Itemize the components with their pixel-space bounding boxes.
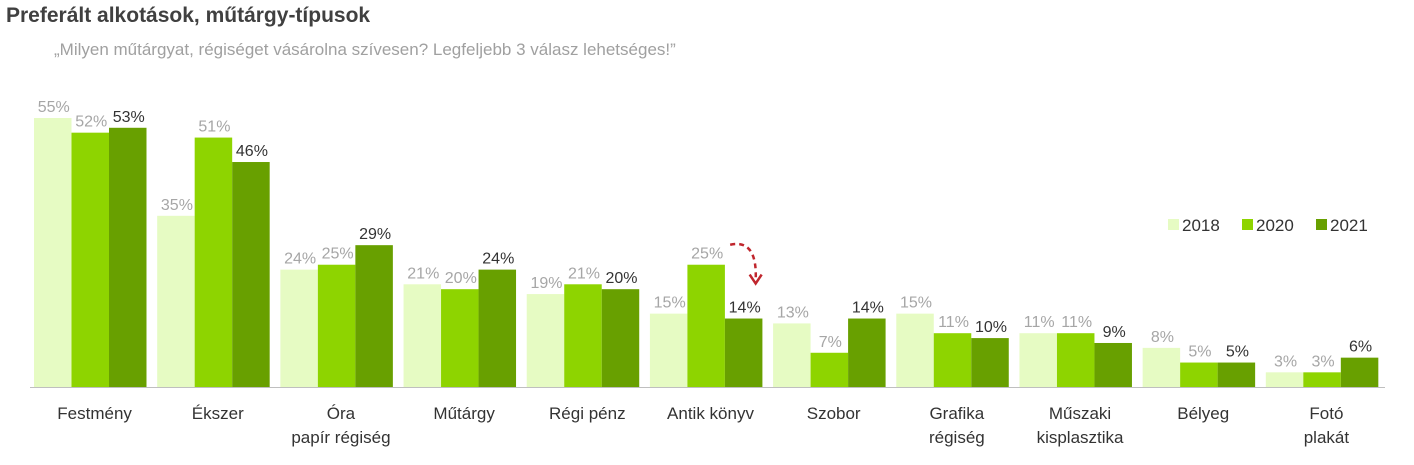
data-label-2018-7: 15%	[900, 295, 932, 312]
data-label-2021-6: 14%	[852, 300, 884, 317]
data-label-2021-10: 6%	[1349, 339, 1372, 356]
bar-2020-5	[687, 264, 725, 387]
bar-2020-3	[441, 289, 479, 387]
category-label-3: Műtárgy	[433, 404, 495, 423]
data-label-2021-8: 9%	[1103, 324, 1126, 341]
bar-2021-7	[971, 338, 1009, 387]
data-label-2018-9: 8%	[1151, 329, 1174, 346]
chart-subtitle: „Milyen műtárgyat, régiséget vásárolna s…	[54, 40, 676, 59]
category-label-9: Bélyeg	[1177, 404, 1229, 423]
data-label-2020-8: 11%	[1061, 314, 1092, 331]
bar-2020-4	[564, 284, 602, 387]
bar-2021-10	[1340, 357, 1379, 387]
bar-2020-6	[810, 352, 849, 387]
data-label-2021-7: 10%	[975, 319, 1007, 336]
data-label-2021-4: 20%	[605, 270, 637, 287]
data-label-2021-2: 29%	[359, 226, 391, 243]
bar-2021-2	[355, 245, 393, 387]
bar-2021-4	[601, 289, 640, 387]
chart-title: Preferált alkotások, műtárgy-típusok	[6, 4, 371, 27]
bar-2018-1	[157, 215, 195, 387]
category-label-4: Régi pénz	[549, 404, 626, 423]
category-label-10: Fotó plakát	[1304, 404, 1350, 447]
data-label-2021-1: 46%	[236, 143, 268, 160]
category-label-5: Antik könyv	[667, 404, 754, 423]
bar-2018-9	[1142, 347, 1181, 387]
data-label-2020-4: 21%	[568, 265, 600, 282]
category-label-2: Óra papír régiség	[291, 404, 390, 447]
category-label-8: Műszaki kisplasztika	[1037, 404, 1124, 447]
bar-2020-8	[1056, 333, 1095, 387]
trend-arrow-head	[748, 273, 763, 286]
bar-2020-2	[317, 264, 356, 387]
bar-2018-8	[1019, 333, 1057, 387]
bar-2018-6	[773, 323, 811, 387]
bar-2021-9	[1217, 362, 1256, 387]
data-label-2020-2: 25%	[322, 246, 354, 263]
data-label-2018-3: 21%	[407, 265, 439, 282]
category-label-0: Festmény	[57, 404, 132, 423]
data-label-2018-8: 11%	[1024, 314, 1055, 331]
bar-2020-10	[1303, 372, 1341, 387]
data-label-2020-9: 5%	[1188, 344, 1211, 361]
legend-label-2018: 2018	[1182, 216, 1220, 235]
bar-2018-3	[403, 284, 442, 387]
data-label-2020-0: 52%	[75, 114, 107, 131]
legend-swatch-2018	[1168, 219, 1179, 230]
data-label-2021-9: 5%	[1226, 344, 1249, 361]
data-label-2021-0: 53%	[113, 109, 145, 126]
category-label-7: Grafika régiség	[929, 404, 985, 447]
trend-arrow-curve	[729, 242, 757, 281]
data-label-2018-4: 19%	[530, 275, 562, 292]
data-label-2020-6: 7%	[819, 334, 842, 351]
data-label-2020-10: 3%	[1312, 353, 1335, 370]
data-label-2020-5: 25%	[691, 246, 723, 263]
bar-2021-3	[478, 269, 517, 387]
legend-swatch-2021	[1316, 219, 1327, 230]
data-label-2018-5: 15%	[654, 295, 686, 312]
bar-2021-1	[232, 162, 270, 387]
category-label-1: Ékszer	[192, 404, 244, 423]
data-label-2020-3: 20%	[445, 270, 477, 287]
bar-2018-7	[896, 313, 934, 387]
data-label-2018-6: 13%	[777, 304, 809, 321]
legend-swatch-2020	[1242, 219, 1253, 230]
bar-2020-7	[933, 333, 972, 387]
bar-2020-0	[71, 132, 109, 387]
legend-label-2020: 2020	[1256, 216, 1294, 235]
data-label-2021-3: 24%	[482, 251, 514, 268]
bar-2020-1	[194, 137, 233, 387]
bar-2021-0	[109, 127, 147, 388]
data-label-2020-1: 51%	[198, 119, 230, 136]
bar-2021-5	[724, 318, 763, 387]
bar-2018-0	[34, 118, 72, 387]
data-label-2018-0: 55%	[38, 99, 70, 116]
bar-2021-8	[1094, 342, 1132, 387]
data-label-2020-7: 11%	[938, 314, 969, 331]
bar-2018-10	[1265, 372, 1304, 387]
bar-2018-4	[526, 294, 565, 387]
data-label-2018-10: 3%	[1274, 353, 1297, 370]
bar-2018-2	[280, 269, 318, 387]
bar-2018-5	[649, 313, 688, 387]
data-label-2018-2: 24%	[284, 251, 316, 268]
legend-label-2021: 2021	[1330, 216, 1368, 235]
category-label-6: Szobor	[807, 404, 861, 423]
data-label-2018-1: 35%	[161, 197, 193, 214]
bar-2021-6	[848, 318, 886, 387]
data-label-2021-5: 14%	[729, 300, 761, 317]
bar-2020-9	[1180, 362, 1218, 387]
